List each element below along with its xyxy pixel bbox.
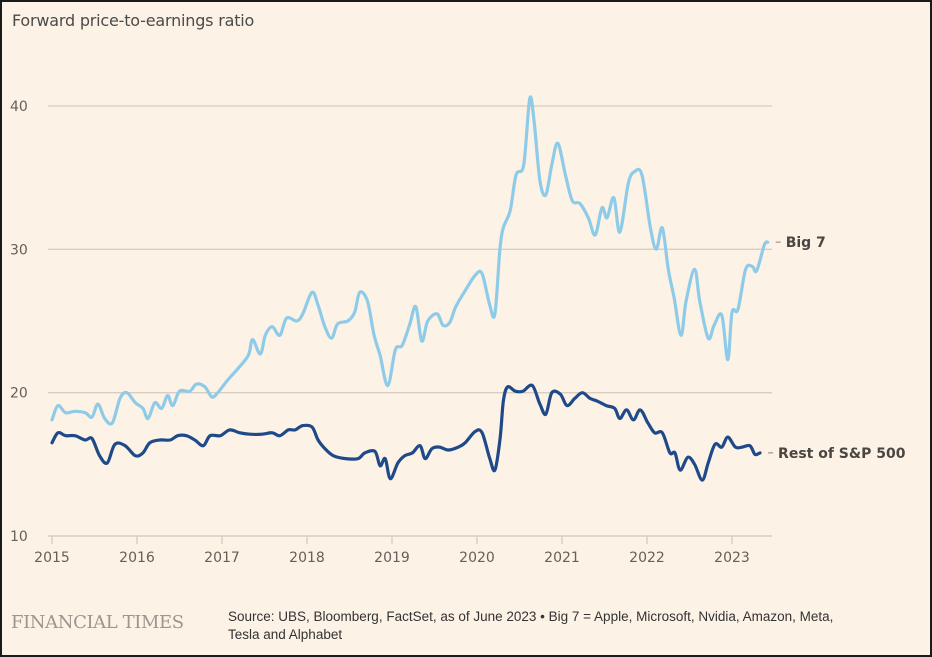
ft-logo: FINANCIAL TIMES [11, 612, 184, 633]
x-axis: 2015 2016 2017 2018 2019 2020 2021 2022 2023 [34, 536, 750, 566]
y-tick-label-30: 30 [10, 242, 28, 258]
x-tick-label-2019: 2019 [374, 550, 410, 566]
x-tick-label-2023: 2023 [714, 550, 750, 566]
x-tick-label-2017: 2017 [204, 550, 240, 566]
x-tick-label-2021: 2021 [544, 550, 580, 566]
y-tick-label-10: 10 [10, 529, 28, 545]
x-tick-label-2015: 2015 [34, 550, 70, 566]
gridlines [48, 105, 772, 537]
source-note: Source: UBS, Bloomberg, FactSet, as of J… [228, 608, 928, 644]
series-label-rest-of-s-p-500: Rest of S&P 500 [778, 446, 906, 462]
y-tick-label-20: 20 [10, 386, 28, 402]
x-tick-label-2016: 2016 [119, 550, 155, 566]
chart-title: Forward price-to-earnings ratio [12, 11, 255, 30]
series-labels: Big 7 Rest of S&P 500 [768, 235, 906, 462]
series-line-rest-of-s-p-500 [50, 383, 762, 482]
x-tick-label-2018: 2018 [289, 550, 325, 566]
series-line-big-7 [50, 95, 770, 426]
series-label-big-7: Big 7 [786, 235, 826, 251]
source-line-2: Tesla and Alphabet [228, 627, 343, 642]
series-lines [50, 95, 770, 482]
y-tick-label-40: 40 [10, 99, 28, 115]
x-tick-label-2022: 2022 [629, 550, 665, 566]
x-tick-label-2020: 2020 [459, 550, 495, 566]
y-axis: 10 20 30 40 [10, 99, 28, 545]
source-line-1: Source: UBS, Bloomberg, FactSet, as of J… [228, 609, 834, 624]
